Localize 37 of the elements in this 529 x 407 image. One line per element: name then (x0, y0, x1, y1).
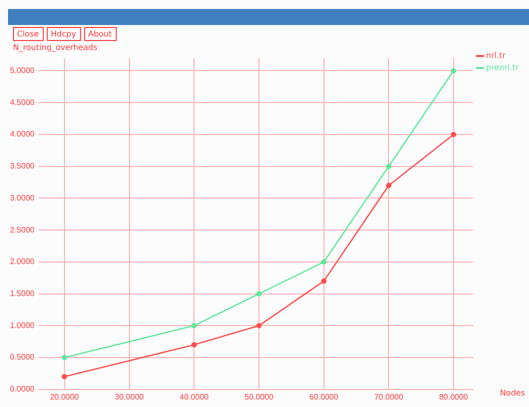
point (386, 164, 392, 169)
point (256, 323, 262, 328)
y-tick-label: 0.5000 (10, 352, 36, 362)
point (256, 291, 262, 296)
y-tick-label: 1.0000 (10, 320, 36, 330)
text: About (88, 30, 112, 39)
x-tick-label: 70.0000 (374, 392, 404, 402)
y-tick-label: 1.5000 (10, 289, 36, 298)
x-tick-label: 40.0000 (180, 392, 210, 402)
y-tick-label: 2.5000 (10, 225, 36, 234)
legend-label: nrl.tr (486, 51, 506, 60)
point (321, 278, 326, 284)
x-tick-label: 20.0000 (50, 392, 80, 402)
y-tick-label: 2.0000 (10, 257, 36, 266)
y-axis-title: N_routing_overheads (13, 43, 98, 52)
point (62, 374, 68, 380)
text: Hdcpy (50, 30, 76, 39)
y-tick-label: 3.5000 (10, 162, 36, 171)
point (450, 68, 456, 74)
x-axis-title: Nodes (500, 388, 525, 398)
point (321, 259, 326, 265)
text: Close (17, 30, 39, 39)
x-tick-label: 80.0000 (439, 392, 469, 402)
point (386, 182, 392, 188)
x-tick-label: 60.0000 (309, 392, 339, 402)
y-tick-label: 3.0000 (10, 193, 36, 202)
point (191, 323, 197, 328)
point (62, 354, 68, 360)
x-tick-label: 30.0000 (114, 392, 144, 402)
y-tick-label: 4.5000 (10, 98, 36, 107)
y-tick-label: 0.0000 (10, 384, 36, 394)
x-tick-label: 50.0000 (244, 392, 274, 402)
point (450, 132, 456, 138)
y-tick-label: 5.0000 (10, 66, 36, 75)
legend-label: prenrl.tr (486, 63, 520, 72)
y-tick-label: 4.0000 (10, 130, 36, 139)
point (191, 342, 197, 348)
